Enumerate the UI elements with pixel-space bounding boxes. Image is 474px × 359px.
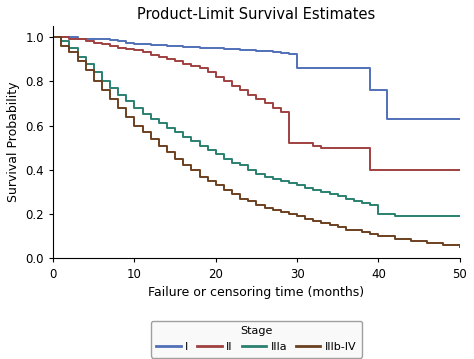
Y-axis label: Survival Probability: Survival Probability [7, 82, 20, 202]
Legend: I, II, IIIa, IIIb-IV: I, II, IIIa, IIIb-IV [151, 321, 362, 358]
X-axis label: Failure or censoring time (months): Failure or censoring time (months) [148, 286, 365, 299]
Title: Product-Limit Survival Estimates: Product-Limit Survival Estimates [137, 7, 375, 22]
